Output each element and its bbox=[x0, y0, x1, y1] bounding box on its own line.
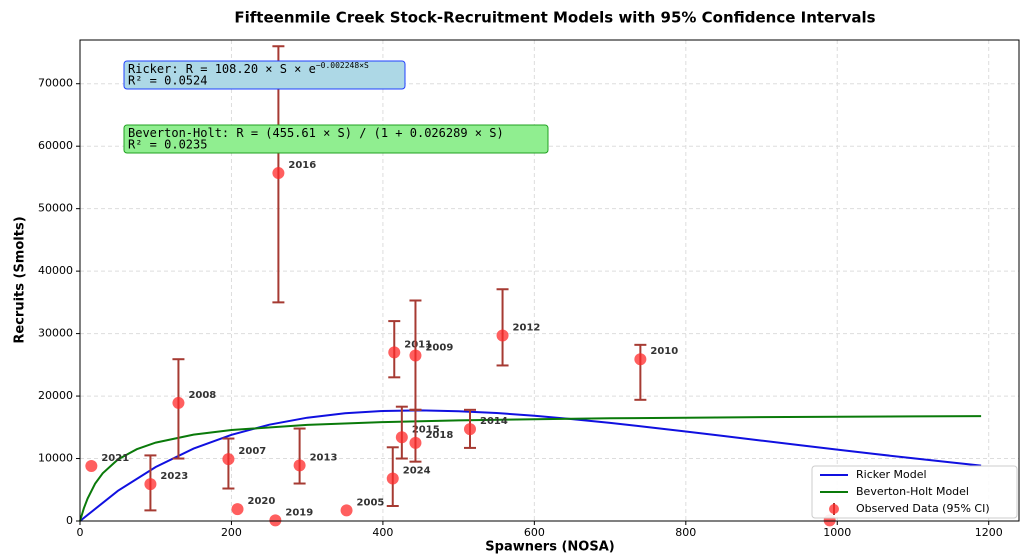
annotation-box bbox=[123, 60, 406, 90]
point-label: 2024 bbox=[403, 466, 431, 477]
point-label: 2023 bbox=[160, 471, 188, 482]
model-curve bbox=[79, 415, 982, 522]
y-tick-label: 10000 bbox=[38, 452, 73, 465]
annotation-formula: Ricker: R = 108.20 × S × e bbox=[128, 62, 316, 76]
annotation-text: Beverton-Holt: R = (455.61 × S) / (1 + 0… bbox=[128, 126, 504, 140]
point-label: 2010 bbox=[650, 346, 678, 357]
data-point bbox=[496, 329, 509, 342]
y-axis-label: Recruits (Smolts) bbox=[13, 216, 28, 343]
y-tick-label: 20000 bbox=[38, 389, 73, 402]
data-point bbox=[386, 472, 399, 485]
data-point bbox=[293, 459, 306, 472]
annotation-superscript: −0.002248×S bbox=[316, 61, 369, 70]
legend-swatch bbox=[829, 504, 839, 514]
x-tick-label: 600 bbox=[524, 526, 545, 539]
legend-box bbox=[811, 465, 1018, 519]
point-label: 2005 bbox=[357, 497, 385, 508]
point-label: 2008 bbox=[188, 390, 216, 401]
point-label: 2007 bbox=[238, 446, 266, 457]
data-point bbox=[388, 346, 401, 359]
model-curve bbox=[79, 409, 982, 522]
y-tick-label: 70000 bbox=[38, 77, 73, 90]
x-tick-label: 400 bbox=[372, 526, 393, 539]
chart-title: Fifteenmile Creek Stock-Recruitment Mode… bbox=[234, 9, 875, 27]
annotation-text: Ricker: R = 108.20 × S × e−0.002248×S bbox=[128, 61, 369, 76]
point-label: 2015 bbox=[412, 424, 440, 435]
point-label: 2016 bbox=[288, 160, 316, 171]
point-label: 2012 bbox=[513, 322, 541, 333]
y-tick-label: 50000 bbox=[38, 202, 73, 215]
annotation-r2: R² = 0.0524 bbox=[128, 74, 207, 88]
data-point bbox=[340, 504, 353, 517]
point-label: 2014 bbox=[480, 416, 508, 427]
x-tick-label: 1000 bbox=[823, 526, 851, 539]
point-label: 2021 bbox=[101, 453, 129, 464]
data-point bbox=[172, 396, 185, 409]
legend-label: Observed Data (95% CI) bbox=[856, 502, 990, 515]
x-tick-label: 800 bbox=[675, 526, 696, 539]
data-point bbox=[272, 167, 285, 180]
point-label: 2013 bbox=[310, 452, 338, 463]
y-tick-label: 30000 bbox=[38, 327, 73, 340]
point-label: 2018 bbox=[425, 430, 453, 441]
data-point bbox=[409, 349, 422, 362]
x-tick-label: 1200 bbox=[975, 526, 1003, 539]
data-point bbox=[409, 436, 422, 449]
y-tick-label: 60000 bbox=[38, 139, 73, 152]
data-point bbox=[269, 514, 282, 527]
data-point bbox=[222, 453, 235, 466]
annotation-r2: R² = 0.0235 bbox=[128, 138, 207, 152]
y-tick-label: 0 bbox=[66, 514, 73, 527]
data-point bbox=[634, 353, 647, 366]
x-tick-label: 200 bbox=[221, 526, 242, 539]
point-label: 2011 bbox=[404, 339, 432, 350]
point-label: 2019 bbox=[285, 507, 313, 518]
annotation-formula: Beverton-Holt: R = (455.61 × S) / (1 + 0… bbox=[128, 126, 504, 140]
legend-label: Ricker Model bbox=[856, 468, 927, 481]
y-tick-label: 40000 bbox=[38, 264, 73, 277]
annotation-box bbox=[123, 124, 549, 154]
data-point bbox=[395, 431, 408, 444]
plot-frame bbox=[79, 39, 1020, 522]
point-label: 2020 bbox=[248, 496, 276, 507]
x-tick-label: 0 bbox=[77, 526, 84, 539]
data-point bbox=[463, 423, 476, 436]
point-label: 2009 bbox=[425, 342, 453, 353]
legend-label: Beverton-Holt Model bbox=[856, 485, 969, 498]
data-point bbox=[85, 460, 98, 473]
data-point bbox=[144, 478, 157, 491]
x-axis-label: Spawners (NOSA) bbox=[485, 540, 614, 554]
data-point bbox=[231, 503, 244, 516]
